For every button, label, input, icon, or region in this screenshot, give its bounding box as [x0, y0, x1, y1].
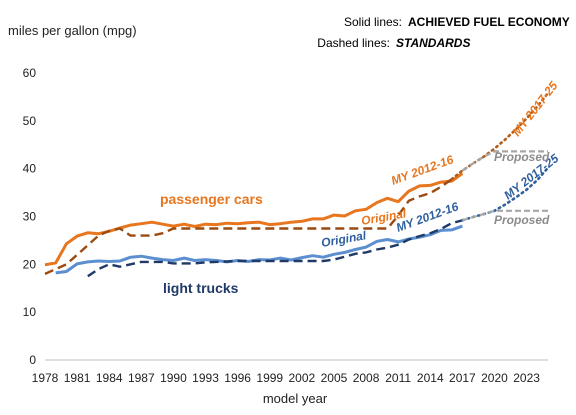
series-cars-proposed	[461, 150, 548, 172]
x-tick-label: 1987	[128, 371, 155, 385]
x-tick-label: 2011	[385, 371, 411, 385]
legend-dashed-key: Dashed lines:	[317, 36, 390, 50]
label-cars-proposed: Proposed	[494, 150, 550, 164]
x-tick-label: 2023	[513, 371, 540, 385]
x-tick-label: 2017	[449, 371, 476, 385]
label-cars-my2017: MY 2017-25	[509, 79, 560, 139]
x-tick-label: 1978	[32, 371, 59, 385]
y-axis-title: miles per gallon (mpg)	[8, 23, 137, 38]
label-trucks-proposed: Proposed	[494, 213, 550, 227]
x-tick-label: 1993	[192, 371, 219, 385]
label-trucks-original: Original	[320, 228, 368, 250]
x-tick-label: 2005	[321, 371, 348, 385]
x-axis-title: model year	[263, 391, 328, 406]
legend-solid-key: Solid lines:	[344, 15, 402, 29]
series-cars-achieved	[44, 172, 464, 267]
label-light-trucks: light trucks	[163, 280, 239, 296]
y-tick-label: 40	[23, 162, 37, 176]
series-trucks-my2017	[461, 166, 550, 222]
y-tick-label: 20	[23, 257, 37, 271]
series-lines	[44, 91, 550, 278]
y-tick-label: 30	[23, 210, 37, 224]
y-tick-label: 60	[23, 66, 37, 80]
x-tick-label: 1990	[160, 371, 187, 385]
x-tick-label: 1981	[64, 371, 91, 385]
x-tick-label: 1999	[256, 371, 283, 385]
y-tick-label: 10	[23, 305, 37, 319]
legend-solid-value: ACHIEVED FUEL ECONOMY	[408, 15, 570, 29]
series-cars-my2017	[450, 91, 550, 181]
series-trucks-achieved	[55, 224, 463, 275]
x-tick-label: 2014	[417, 371, 444, 385]
series-cars-standard	[44, 178, 453, 275]
x-tick-label: 2008	[353, 371, 380, 385]
y-tick-label: 50	[23, 114, 37, 128]
x-tick-label: 2002	[288, 371, 315, 385]
x-tick-label: 1984	[96, 371, 123, 385]
x-tick-labels: 1978 1981 1984 1987 1990 1993 1996 1999 2002 2005…	[32, 371, 541, 385]
y-tick-label: 0	[29, 353, 36, 367]
x-tick-label: 1996	[224, 371, 251, 385]
x-tick-label: 2020	[481, 371, 508, 385]
label-passenger-cars: passenger cars	[160, 191, 263, 207]
legend-dashed-value: STANDARDS	[396, 36, 470, 50]
series-trucks-proposed	[462, 209, 548, 222]
y-tick-labels: 0 10 20 30 40 50 60	[23, 66, 37, 367]
